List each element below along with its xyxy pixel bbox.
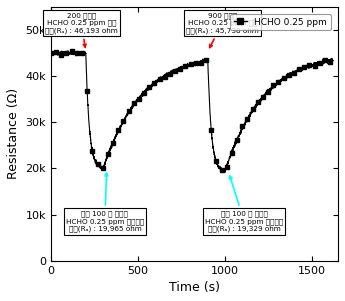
X-axis label: Time (s): Time (s) bbox=[169, 281, 220, 294]
Legend: HCHO 0.25 ppm: HCHO 0.25 ppm bbox=[230, 14, 331, 30]
Text: 주입 100 초 경과후
HCHO 0.25 ppm 주입종료
저항(Rₐ) : 19,965 ohm: 주입 100 초 경과후 HCHO 0.25 ppm 주입종료 저항(Rₐ) :… bbox=[66, 173, 144, 232]
Text: 900 초에서
HCHO 0.25 ppm 주입
저항(Rₐ) : 45,738 ohm: 900 초에서 HCHO 0.25 ppm 주입 저항(Rₐ) : 45,738… bbox=[186, 12, 259, 48]
Y-axis label: Resistance (Ω): Resistance (Ω) bbox=[7, 88, 20, 179]
Text: 200 초에서
HCHO 0.25 ppm 주입
저항(Rₐ) : 46,193 ohm: 200 초에서 HCHO 0.25 ppm 주입 저항(Rₐ) : 46,193… bbox=[45, 12, 118, 47]
Text: 주입 100 초 경과후
HCHO 0.25 ppm 주입종료
저항(Rₐ) : 19,329 ohm: 주입 100 초 경과후 HCHO 0.25 ppm 주입종료 저항(Rₐ) :… bbox=[205, 176, 283, 232]
